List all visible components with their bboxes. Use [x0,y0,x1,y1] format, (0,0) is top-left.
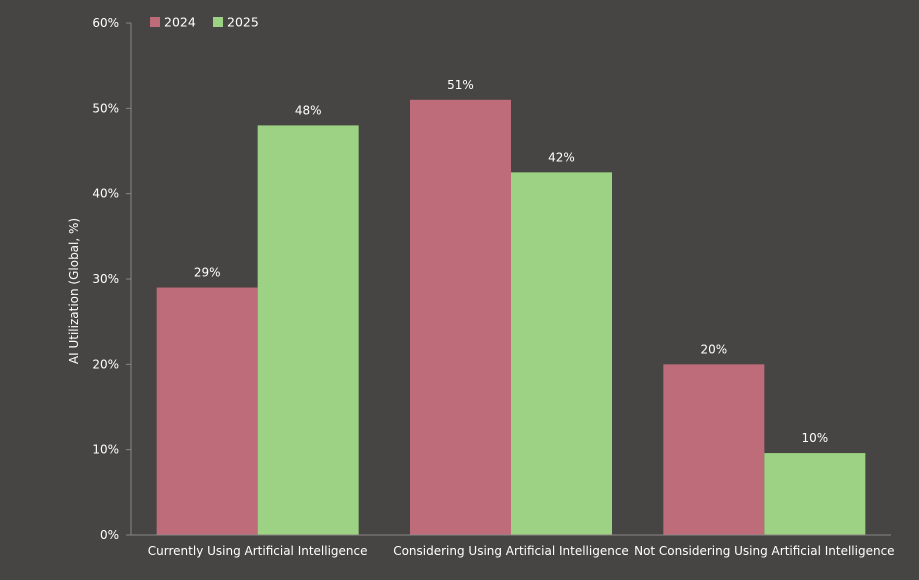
y-tick-label: 0% [100,528,119,542]
data-label-2025-3: 10% [801,431,828,445]
legend-swatch-2025 [213,17,223,27]
data-label-2024-1: 29% [194,266,221,280]
y-axis-title: AI Utilization (Global, %) [67,218,81,364]
legend-swatch-2024 [150,17,160,27]
y-tick-label: 20% [92,357,119,371]
legend-label-2024: 2024 [164,15,196,30]
bar-2024-3 [663,364,765,535]
bar-2025-2 [511,172,612,536]
data-label-2024-3: 20% [700,342,727,356]
legend-label-2025: 2025 [227,15,259,30]
bar-2024-1 [156,287,258,535]
y-axis: 0% 10% 20% 30% 40% 50% 60% [92,16,132,542]
y-tick-label: 10% [92,443,119,457]
bar-2024-2 [410,99,511,536]
y-tick-label: 60% [92,16,119,30]
bar-2025-1 [257,125,359,536]
x-category-label: Considering Using Artificial Intelligenc… [393,544,629,558]
data-label-2025-1: 48% [295,103,322,117]
bar-2025-3 [764,453,866,535]
y-tick-label: 30% [92,272,119,286]
x-axis: Currently Using Artificial Intelligence C… [131,534,895,558]
y-tick-label: 50% [92,101,119,115]
y-tick-label: 40% [92,187,119,201]
x-category-label: Not Considering Using Artificial Intelli… [634,544,894,558]
x-category-label: Currently Using Artificial Intelligence [148,544,368,558]
bars: 29% 48% 51% 42% 20% 10% [156,78,866,536]
data-label-2024-2: 51% [447,78,474,92]
data-label-2025-2: 42% [548,150,575,164]
legend: 2024 2025 [150,15,259,30]
